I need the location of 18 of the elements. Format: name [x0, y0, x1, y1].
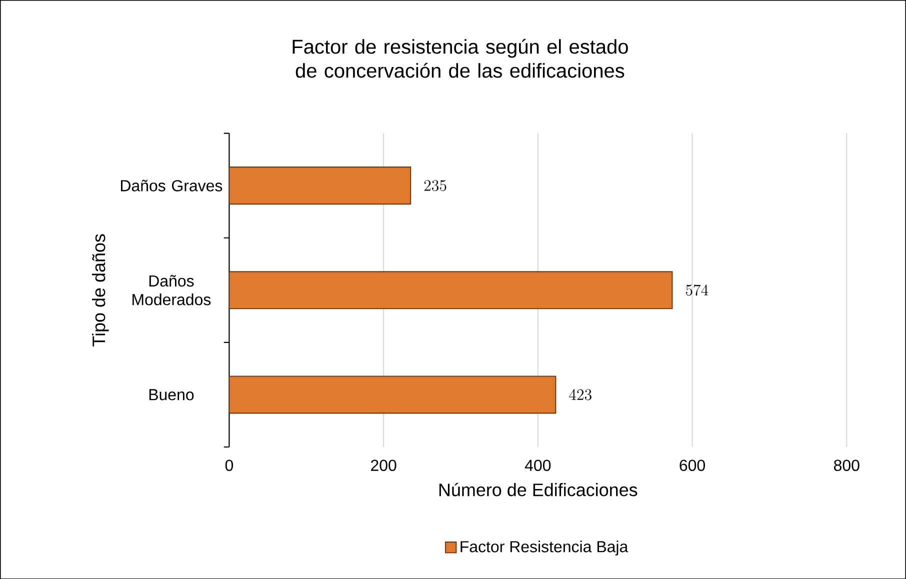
- x-tick-label: 400: [524, 460, 551, 471]
- y-tick-label: Bueno: [149, 389, 194, 400]
- x-tick-label: 600: [680, 460, 705, 471]
- y-axis-title: Tipo de daños: [92, 234, 109, 346]
- chart-title: Factor de resistencia según el estado de concervación de las edificaciones: [292, 38, 628, 78]
- x-tick-label: 200: [371, 460, 396, 471]
- data-label: 574: [686, 284, 708, 296]
- data-label: 423: [569, 388, 592, 400]
- y-tick-label: Daños Moderados: [132, 274, 211, 306]
- x-axis-title: Número de Edificaciones: [439, 482, 638, 496]
- bar: [229, 270, 673, 310]
- bar: [229, 376, 556, 414]
- x-tick-label: 800: [834, 460, 860, 471]
- data-label: 235: [424, 180, 446, 191]
- bar: [229, 166, 412, 204]
- legend-label: Factor Resistencia Baja: [460, 540, 628, 556]
- x-tick-label: 0: [225, 460, 234, 471]
- y-tick-label: Daños Graves: [120, 180, 222, 192]
